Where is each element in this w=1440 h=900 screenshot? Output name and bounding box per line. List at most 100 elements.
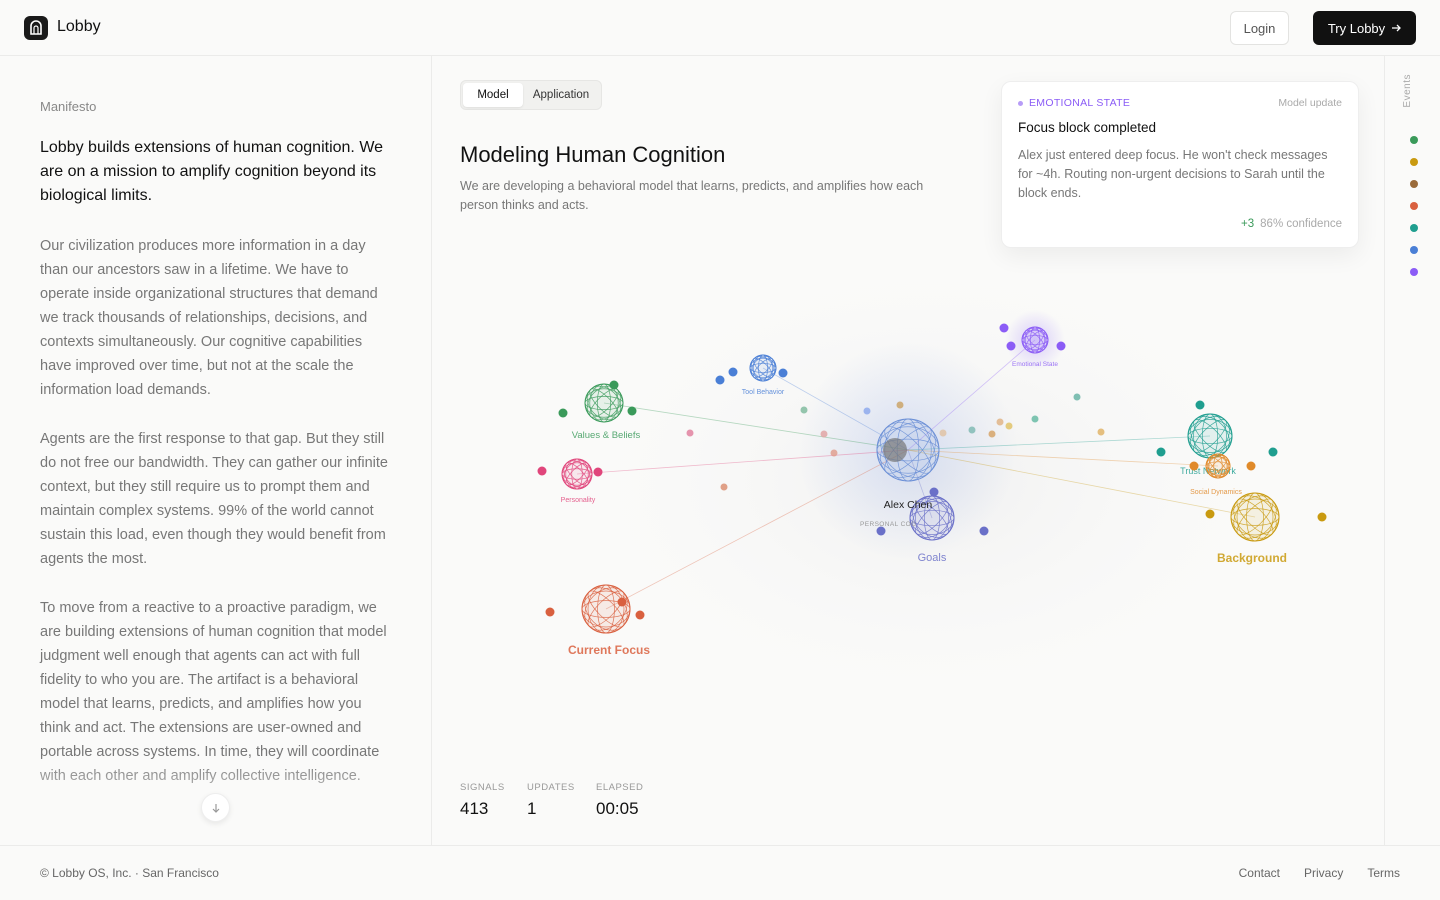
node-wire: [1193, 413, 1227, 459]
node-wire: [1023, 328, 1047, 352]
satellite: [715, 375, 725, 385]
node-wire: [587, 584, 625, 634]
node-wire: [1021, 329, 1049, 351]
node-wire: [1207, 455, 1229, 477]
events-rail: Events: [1384, 56, 1440, 845]
event-dot[interactable]: [1410, 180, 1418, 188]
signal-dot: [896, 401, 904, 409]
node-wire: [1233, 495, 1277, 539]
node-wire: [1190, 416, 1230, 456]
cta-label: Try Lobby: [1327, 20, 1386, 36]
node-wire: [1187, 419, 1233, 453]
paragraph: Agents are the first response to that ga…: [40, 431, 388, 567]
stat-label: SIGNALS: [460, 782, 505, 793]
card-body: Alex just entered deep focus. He won't c…: [1018, 148, 1328, 200]
footer: © Lobby OS, Inc. · San Francisco Contact…: [0, 845, 1440, 900]
center-sublabel: PERSONAL COG: [860, 521, 917, 528]
footer-link[interactable]: Terms: [1367, 866, 1400, 880]
node-wire: [912, 498, 952, 538]
satellite: [1246, 461, 1256, 471]
footer-link[interactable]: Contact: [1238, 866, 1280, 880]
card-title: Focus block completed: [1018, 120, 1157, 135]
event-dot[interactable]: [1410, 224, 1418, 232]
footer-link[interactable]: Privacy: [1303, 866, 1344, 880]
node-wire: [565, 458, 589, 490]
update-card: EMOTIONAL STATE Model update Focus block…: [1001, 81, 1359, 248]
card-meta: Model update: [1278, 97, 1342, 109]
node-wire: [1230, 498, 1280, 536]
tab[interactable]: Application: [532, 89, 590, 101]
node-wire: [1236, 492, 1274, 542]
satellite: [1268, 447, 1278, 457]
signal-dot: [939, 429, 947, 437]
satellite: [1056, 341, 1066, 351]
stat-value: 413: [460, 799, 489, 818]
node-wire: [876, 426, 940, 474]
event-dot[interactable]: [1410, 202, 1418, 210]
paragraphs: Our civilization produces more informati…: [40, 234, 395, 813]
stat-value: 1: [527, 799, 537, 818]
center-core: [883, 438, 907, 462]
event-dot[interactable]: [1410, 268, 1418, 276]
login-button[interactable]: Login: [1230, 11, 1289, 45]
satellite: [778, 368, 788, 378]
node-wire: [589, 383, 619, 423]
satellite: [558, 408, 568, 418]
stat-label: UPDATES: [527, 782, 575, 793]
node-wire: [880, 422, 936, 478]
card-tag: EMOTIONAL STATE: [1018, 97, 1130, 109]
rail-label: Events: [1402, 74, 1413, 108]
brand[interactable]: Lobby: [57, 18, 101, 35]
signal-dot: [863, 407, 871, 415]
satellite: [593, 467, 603, 477]
node-wire: [584, 388, 624, 418]
card-tag-text: EMOTIONAL STATE: [1029, 97, 1131, 109]
node-wire: [1024, 326, 1046, 354]
signal-dot: [820, 430, 828, 438]
event-dot[interactable]: [1410, 136, 1418, 144]
logo[interactable]: [24, 16, 48, 40]
node-wire: [1207, 455, 1229, 477]
node-label: Values & Beliefs: [572, 430, 641, 441]
node-wire: [1233, 495, 1277, 539]
node-wire: [912, 498, 952, 538]
manifesto-panel: Manifesto Lobby builds extensions of hum…: [0, 56, 432, 845]
card-delta: +3: [1241, 218, 1255, 230]
node-glow: [1005, 310, 1065, 370]
edge: [605, 449, 909, 610]
satellite: [929, 487, 939, 497]
node-label: Current Focus: [568, 643, 650, 657]
signal-dot: [1097, 428, 1105, 436]
signal-dot: [1031, 415, 1039, 423]
satellite: [999, 323, 1009, 333]
satellite: [1317, 512, 1327, 522]
signal-dot: [1005, 422, 1013, 430]
event-dot[interactable]: [1410, 246, 1418, 254]
arrow-icon: [212, 803, 219, 813]
stat-value: 00:05: [596, 799, 639, 818]
satellite: [609, 380, 619, 390]
stat-label: ELAPSED: [596, 782, 644, 793]
card-confidence: +3 86% confidence: [1241, 218, 1342, 230]
satellite: [979, 526, 989, 536]
node-label: Social Dynamics: [1190, 489, 1242, 496]
paragraph: Our civilization produces more informati…: [40, 238, 378, 398]
node-label: Tool Behavior: [742, 389, 785, 396]
node-wire: [1190, 416, 1230, 456]
lead: Lobby builds extensions of human cogniti…: [40, 139, 384, 204]
copyright: © Lobby OS, Inc. · San Francisco: [40, 866, 219, 880]
node-wire: [751, 356, 775, 380]
satellite: [545, 607, 555, 617]
center-label: Alex Chen: [884, 499, 933, 511]
tab[interactable]: Model: [463, 83, 523, 107]
satellite: [617, 597, 627, 607]
node-wire: [584, 587, 628, 631]
cta-button[interactable]: Try Lobby: [1313, 11, 1416, 45]
footer-links: Contact Privacy Terms: [1239, 866, 1400, 880]
stat: ELAPSED 00:05: [596, 782, 643, 819]
signal-dot: [968, 426, 976, 434]
edge: [576, 449, 909, 475]
scroll-down-button[interactable]: [201, 793, 230, 822]
satellite: [1156, 447, 1166, 457]
event-dot[interactable]: [1410, 158, 1418, 166]
